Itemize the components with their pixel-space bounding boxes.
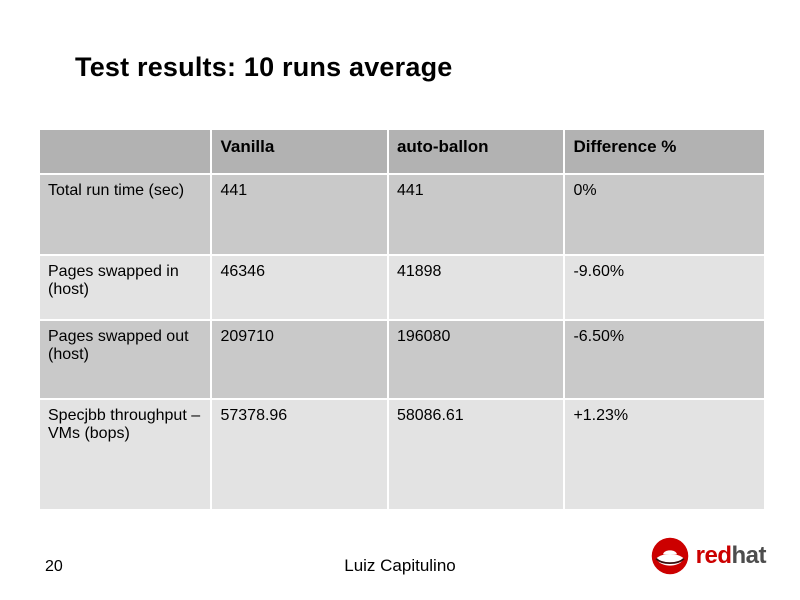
results-table: Vanilla auto-ballon Difference % Total r… (38, 128, 766, 511)
table-row: Total run time (sec) 441 441 0% (40, 175, 764, 254)
logo-text-hat: hat (731, 542, 767, 569)
redhat-wordmark: redhat (695, 542, 767, 569)
table-header-cell-empty (40, 130, 211, 173)
autoballon-cell: 196080 (388, 321, 564, 398)
vanilla-cell: 209710 (212, 321, 387, 398)
row-label-cell: Pages swapped out (host) (40, 321, 211, 398)
logo-text-red: red (695, 542, 732, 569)
vanilla-cell: 46346 (212, 256, 387, 319)
row-label-cell: Pages swapped in (host) (40, 256, 211, 319)
redhat-shadowman-icon (649, 536, 691, 576)
vanilla-cell: 57378.96 (212, 400, 387, 509)
row-label-cell: Specjbb throughput – VMs (bops) (40, 400, 211, 509)
difference-cell: -9.60% (565, 256, 764, 319)
difference-cell: 0% (565, 175, 764, 254)
table-row: Pages swapped out (host) 209710 196080 -… (40, 321, 764, 398)
table-header-row: Vanilla auto-ballon Difference % (40, 130, 764, 173)
autoballon-cell: 441 (388, 175, 564, 254)
table-row: Specjbb throughput – VMs (bops) 57378.96… (40, 400, 764, 509)
footer-author: Luiz Capitulino (344, 556, 456, 575)
autoballon-cell: 41898 (388, 256, 564, 319)
table-header-cell-vanilla: Vanilla (212, 130, 387, 173)
table-row: Pages swapped in (host) 46346 41898 -9.6… (40, 256, 764, 319)
slide-title: Test results: 10 runs average (75, 52, 453, 82)
autoballon-cell: 58086.61 (388, 400, 564, 509)
vanilla-cell: 441 (212, 175, 387, 254)
table-header-cell-difference: Difference % (565, 130, 764, 173)
row-label-cell: Total run time (sec) (40, 175, 211, 254)
difference-cell: +1.23% (565, 400, 764, 509)
page-number: 20 (45, 558, 63, 575)
difference-cell: -6.50% (565, 321, 764, 398)
table-header-cell-autoballon: auto-ballon (388, 130, 564, 173)
redhat-logo: redhat (649, 536, 766, 576)
